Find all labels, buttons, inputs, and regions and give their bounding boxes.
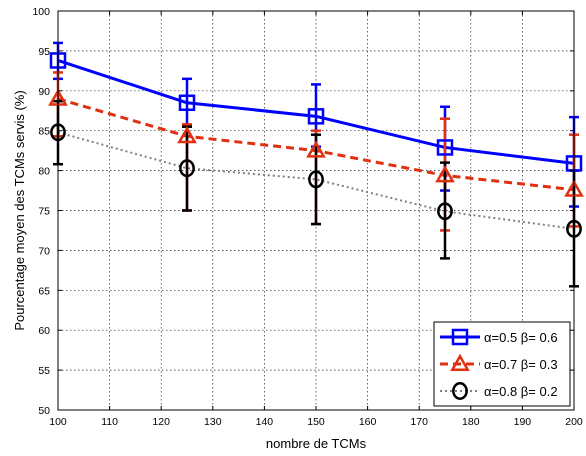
circle-marker: [179, 159, 195, 178]
circle-marker: [308, 170, 324, 189]
x-tick-label: 190: [514, 416, 532, 428]
y-tick-label: 55: [38, 365, 50, 377]
square-marker: [436, 139, 454, 156]
y-tick-label: 95: [38, 46, 50, 58]
x-tick-label: 170: [410, 416, 428, 428]
square-marker: [451, 328, 469, 346]
y-tick-label: 50: [38, 405, 50, 417]
triangle-marker: [306, 140, 326, 158]
circle-marker: [437, 202, 453, 221]
x-tick-label: 140: [256, 416, 274, 428]
x-axis-label: nombre de TCMs: [266, 436, 367, 451]
x-tick-label: 130: [204, 416, 222, 428]
circle-marker: [452, 382, 468, 400]
y-tick-label: 90: [38, 86, 50, 98]
legend-label: α=0.5 β= 0.6: [484, 330, 558, 345]
x-tick-label: 120: [152, 416, 170, 428]
axis-ticks: 100 110 120 130 140 150 160 170 180 190 200 50 55 60 6…: [32, 6, 582, 428]
legend-label: α=0.7 β= 0.3: [484, 357, 558, 372]
x-tick-label: 200: [565, 416, 583, 428]
y-tick-label: 80: [38, 166, 50, 178]
triangle-marker: [450, 353, 470, 372]
y-tick-label: 65: [38, 285, 50, 297]
y-tick-label: 85: [38, 126, 50, 138]
x-tick-label: 110: [101, 416, 118, 428]
x-tick-label: 100: [49, 416, 67, 428]
y-tick-label: 75: [38, 206, 50, 218]
legend: α=0.5 β= 0.6 α=0.7 β= 0.3 α=0.8 β= 0.2: [433, 321, 571, 407]
y-tick-label: 60: [38, 325, 50, 337]
triangle-marker: [177, 126, 197, 144]
x-tick-label: 150: [307, 416, 325, 428]
triangle-marker: [435, 165, 455, 183]
square-marker: [178, 94, 196, 112]
x-tick-label: 180: [462, 416, 480, 428]
legend-label: α=0.8 β= 0.2: [484, 384, 558, 399]
y-tick-label: 100: [32, 6, 50, 18]
y-tick-label: 70: [38, 245, 50, 257]
x-tick-label: 160: [359, 416, 377, 428]
square-marker: [307, 108, 325, 125]
y-axis-label: Pourcentage moyen des TCMs servis (%): [12, 90, 27, 330]
